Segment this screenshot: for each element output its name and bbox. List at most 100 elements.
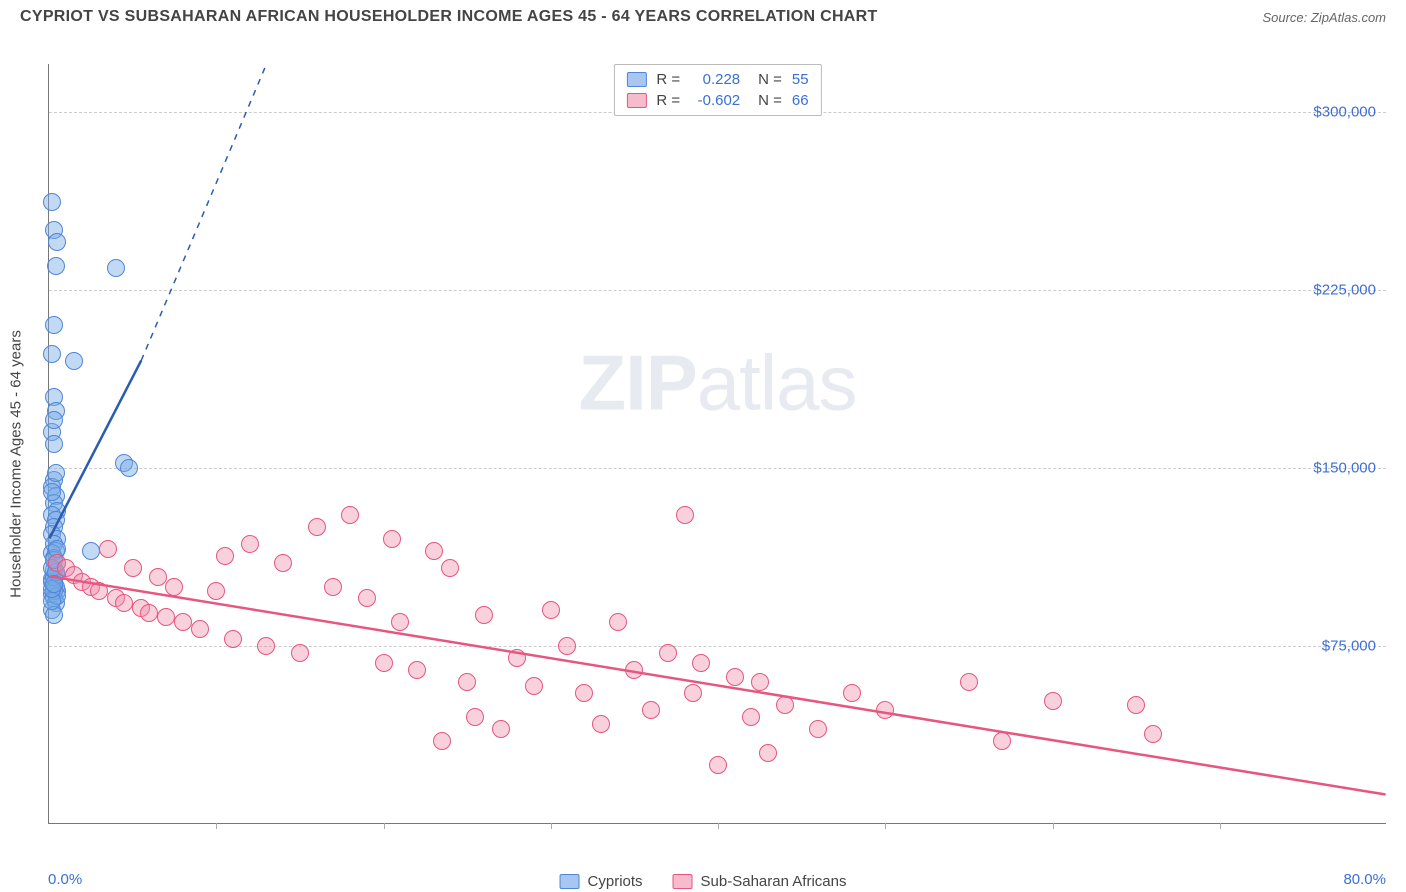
data-point: [324, 578, 342, 596]
watermark-bold: ZIP: [578, 338, 696, 426]
data-point: [157, 608, 175, 626]
x-tick: [551, 823, 552, 829]
data-point: [43, 193, 61, 211]
legend-n-label: N =: [758, 92, 782, 109]
data-point: [625, 661, 643, 679]
data-point: [45, 435, 63, 453]
data-point: [751, 673, 769, 691]
x-axis-start: 0.0%: [48, 871, 82, 888]
gridline-h: [49, 468, 1386, 469]
data-point: [43, 483, 61, 501]
data-point: [993, 732, 1011, 750]
data-point: [43, 345, 61, 363]
data-point: [257, 637, 275, 655]
data-point: [726, 668, 744, 686]
data-point: [45, 316, 63, 334]
data-point: [609, 613, 627, 631]
chart-container: Householder Income Ages 45 - 64 years R …: [0, 36, 1406, 892]
chart-header: CYPRIOT VS SUBSAHARAN AFRICAN HOUSEHOLDE…: [0, 0, 1406, 30]
data-point: [216, 547, 234, 565]
data-point: [525, 677, 543, 695]
x-tick: [1220, 823, 1221, 829]
data-point: [341, 506, 359, 524]
data-point: [47, 257, 65, 275]
data-point: [776, 696, 794, 714]
data-point: [425, 542, 443, 560]
data-point: [466, 708, 484, 726]
data-point: [475, 606, 493, 624]
y-axis-label: Householder Income Ages 45 - 64 years: [8, 330, 25, 598]
x-tick: [384, 823, 385, 829]
legend-series: Cypriots Sub-Saharan Africans: [560, 873, 847, 890]
data-point: [140, 604, 158, 622]
legend-correlation-row: R =0.228N =55: [626, 69, 808, 90]
legend-r-label: R =: [656, 71, 680, 88]
legend-swatch: [626, 72, 646, 87]
data-point: [960, 673, 978, 691]
data-point: [709, 756, 727, 774]
legend-series-item: Cypriots: [560, 873, 643, 890]
data-point: [107, 259, 125, 277]
data-point: [99, 540, 117, 558]
data-point: [47, 464, 65, 482]
watermark-rest: atlas: [697, 338, 857, 426]
data-point: [876, 701, 894, 719]
data-point: [375, 654, 393, 672]
y-tick-label: $225,000: [1313, 281, 1376, 298]
data-point: [508, 649, 526, 667]
data-point: [759, 744, 777, 762]
y-tick-label: $150,000: [1313, 459, 1376, 476]
legend-correlation: R = 0.228 N = 55 R = -0.602 N = 66: [613, 64, 821, 116]
data-point: [45, 411, 63, 429]
data-point: [383, 530, 401, 548]
data-point: [274, 554, 292, 572]
legend-series-label: Sub-Saharan Africans: [701, 873, 847, 890]
legend-n-value: 55: [792, 71, 809, 88]
gridline-h: [49, 290, 1386, 291]
x-tick: [718, 823, 719, 829]
data-point: [45, 575, 63, 593]
legend-n-value: 66: [792, 92, 809, 109]
legend-r-label: R =: [656, 92, 680, 109]
legend-r-value: 0.228: [690, 71, 740, 88]
data-point: [592, 715, 610, 733]
plot-area: R =0.228N =55R =-0.602N =66 ZIPatlas $75…: [48, 64, 1386, 824]
x-tick: [885, 823, 886, 829]
data-point: [115, 594, 133, 612]
data-point: [165, 578, 183, 596]
data-point: [542, 601, 560, 619]
data-point: [1144, 725, 1162, 743]
legend-swatch: [673, 874, 693, 889]
data-point: [391, 613, 409, 631]
data-point: [742, 708, 760, 726]
x-tick: [1053, 823, 1054, 829]
data-point: [358, 589, 376, 607]
data-point: [441, 559, 459, 577]
data-point: [82, 542, 100, 560]
data-point: [433, 732, 451, 750]
legend-correlation-row: R = -0.602 N = 66: [626, 90, 808, 111]
data-point: [207, 582, 225, 600]
data-point: [65, 352, 83, 370]
y-tick-label: $300,000: [1313, 103, 1376, 120]
data-point: [458, 673, 476, 691]
data-point: [291, 644, 309, 662]
data-point: [224, 630, 242, 648]
data-point: [676, 506, 694, 524]
data-point: [575, 684, 593, 702]
chart-title: CYPRIOT VS SUBSAHARAN AFRICAN HOUSEHOLDE…: [20, 8, 878, 26]
legend-swatch: [560, 874, 580, 889]
data-point: [1127, 696, 1145, 714]
data-point: [659, 644, 677, 662]
trend-lines: [49, 64, 1386, 823]
data-point: [174, 613, 192, 631]
data-point: [124, 559, 142, 577]
legend-r-value: -0.602: [690, 92, 740, 109]
legend-series-item: Sub-Saharan Africans: [673, 873, 847, 890]
gridline-h: [49, 646, 1386, 647]
data-point: [1044, 692, 1062, 710]
legend-series-label: Cypriots: [588, 873, 643, 890]
chart-source: Source: ZipAtlas.com: [1262, 10, 1386, 25]
legend-swatch: [626, 93, 646, 108]
data-point: [684, 684, 702, 702]
